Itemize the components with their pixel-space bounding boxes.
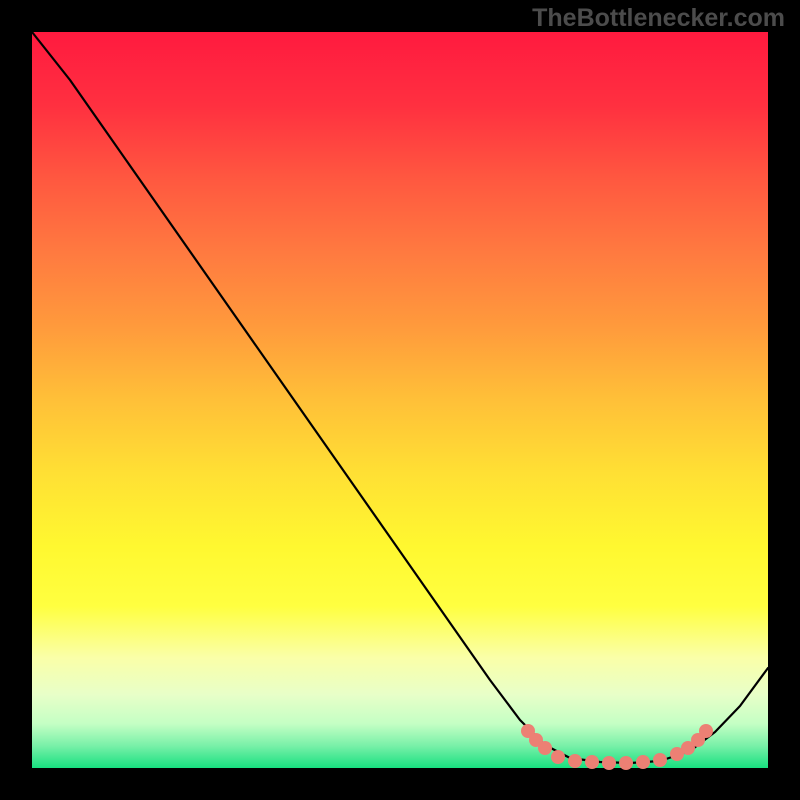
plot-gradient-area (32, 32, 768, 768)
watermark-text: TheBottlenecker.com (532, 4, 785, 33)
chart-container: TheBottlenecker.com (0, 0, 800, 800)
